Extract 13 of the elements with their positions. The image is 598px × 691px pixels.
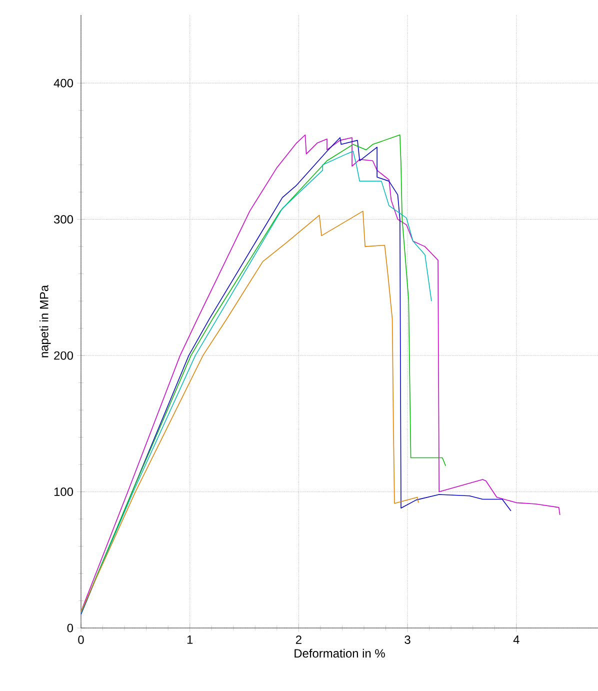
y-axis-title: napeti in MPa (40, 284, 51, 358)
x-tick-label: 1 (187, 636, 193, 644)
y-tick-label: 200 (54, 351, 74, 360)
x-tick-label: 0 (78, 636, 84, 644)
x-tick-label: 2 (296, 636, 302, 644)
y-tick-label: 300 (54, 215, 74, 224)
y-tick-label: 400 (54, 78, 74, 88)
x-axis-title: Deformation in % (294, 648, 385, 658)
line-series (81, 210, 419, 612)
x-tick-label: 4 (513, 636, 520, 644)
y-tick-label: 100 (54, 488, 74, 496)
y-tick-label: 0 (67, 624, 74, 632)
x-tick-label: 3 (404, 636, 410, 644)
